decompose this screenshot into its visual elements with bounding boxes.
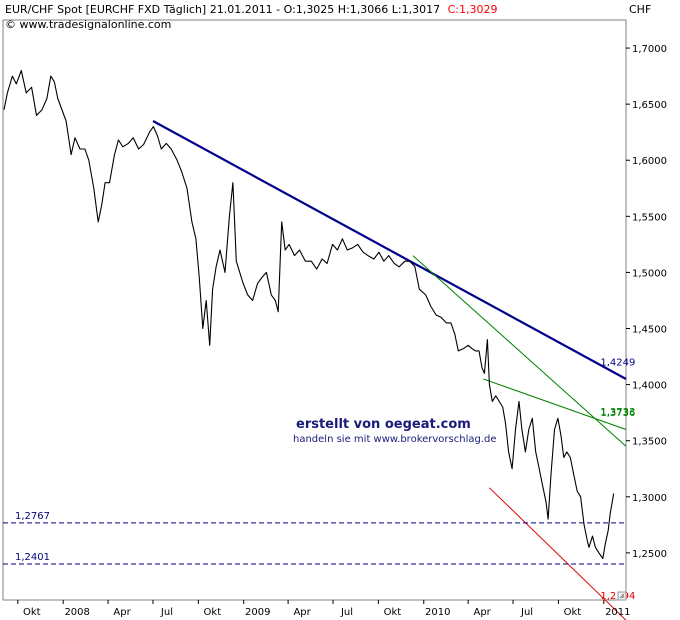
x-tick-label: 2011: [605, 607, 630, 618]
header-instrument: EUR/CHF Spot [EURCHF FXD Täglich] 21.01.…: [5, 3, 440, 16]
y-tick-label: 1,7000: [632, 44, 667, 55]
x-tick-label: Jul: [520, 607, 533, 618]
x-tick-label: 2009: [245, 607, 270, 618]
trendlines: [3, 120, 627, 620]
y-tick-label: 1,4500: [632, 325, 667, 336]
x-tick-label: Okt: [564, 607, 582, 618]
header-title: EUR/CHF Spot [EURCHF FXD Täglich] 21.01.…: [5, 3, 497, 16]
y-tick-label: 1,6500: [632, 100, 667, 111]
x-tick-label: Apr: [473, 607, 491, 618]
y-tick-label: 1,3000: [632, 493, 667, 504]
y-tick-label: 1,3500: [632, 437, 667, 448]
trend-green-line: [412, 255, 627, 447]
support-level-label: 1,2767: [15, 511, 50, 522]
y-tick-label: 1,6000: [632, 156, 667, 167]
x-tick-label: Okt: [23, 607, 41, 618]
x-tick-label: 2008: [64, 607, 89, 618]
currency-label: CHF: [629, 3, 651, 16]
downtrend-main-value-label: 1,4249: [600, 357, 635, 368]
x-tick-label: Jul: [160, 607, 173, 618]
trend-green-line: [483, 378, 627, 430]
x-axis: Okt 2008 Apr Jul Okt 2009 Apr Jul Okt 2010 Apr Jul O…: [17, 600, 631, 618]
price-line: [3, 69, 615, 560]
y-tick-label: 1,5500: [632, 212, 667, 223]
x-tick-label: Okt: [384, 607, 402, 618]
trend-red-line: [489, 487, 627, 620]
x-tick-label: Okt: [204, 607, 222, 618]
x-tick-label: Apr: [113, 607, 131, 618]
header-close: C:1,3029: [448, 3, 498, 16]
y-tick-label: 1,5000: [632, 268, 667, 279]
watermark-title: erstellt von oegeat.com: [296, 417, 471, 432]
watermark-subtitle: handeln sie mit www.brokervorschlag.de: [293, 434, 497, 445]
price-series: [3, 69, 615, 560]
header-source: © www.tradesignalonline.com: [5, 18, 171, 31]
y-axis: 1,7000 1,6500 1,6000 1,5500 1,5000 1,4500 1,40…: [626, 44, 667, 560]
x-tick-label: Jul: [340, 607, 353, 618]
y-tick-label: 1,2500: [632, 549, 667, 560]
support-level-label: 1,2401: [15, 552, 50, 563]
x-tick-label: Apr: [293, 607, 311, 618]
x-tick-label: 2010: [425, 607, 450, 618]
y-tick-label: 1,4000: [632, 381, 667, 392]
trend-green-value-label: 1,3733: [600, 407, 635, 418]
downtrend-main-line: [152, 120, 627, 380]
resize-grip-icon[interactable]: [617, 591, 627, 601]
trend-green-value-label: 1,3736: [600, 408, 635, 419]
